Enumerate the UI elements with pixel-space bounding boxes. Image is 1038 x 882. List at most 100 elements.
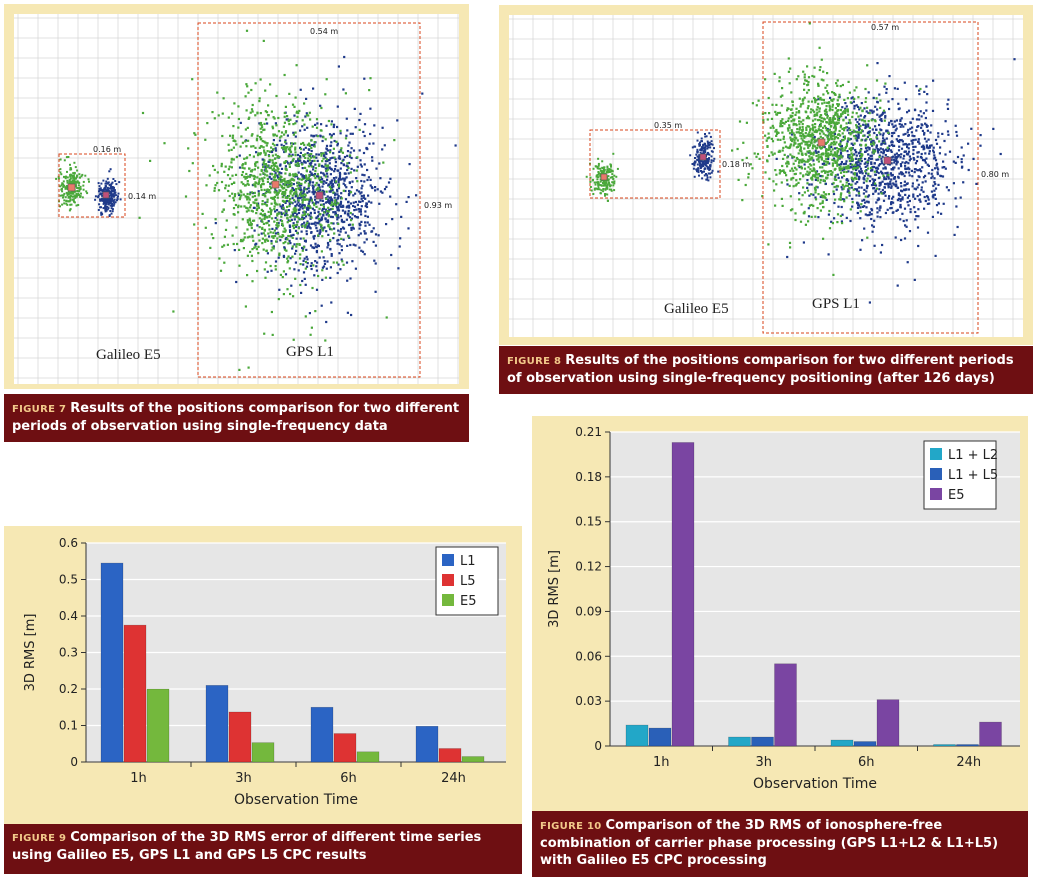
gps-navy-point [330,179,333,182]
gps-navy-point [351,180,354,183]
gps-green-point [803,88,806,91]
gps-green-point [273,199,276,202]
gps-navy-point [330,168,333,171]
gps-navy-point [858,126,861,129]
gps-navy-point [313,190,316,193]
galileo-green-point [606,166,609,169]
gps-green-point [272,167,276,170]
galileo-green-point [601,166,604,169]
gps-green-point [295,243,299,246]
gps-navy-outlier [390,253,393,257]
gps-navy-outlier [932,79,935,82]
gps-green-point [246,180,249,183]
galileo-green-point [80,175,83,178]
gps-navy-point [279,239,282,242]
gps-navy-point [907,166,910,169]
gps-green-outlier [260,218,263,221]
gps-navy-point [855,151,858,154]
galileo-navy-point [701,170,704,173]
gps-navy-point [857,161,860,164]
gps-green-point [787,70,790,73]
gps-green-point [231,134,235,137]
gps-green-point [313,155,316,158]
gps-green-point [782,137,785,141]
gps-navy-point [322,165,325,168]
gps-navy-point [834,175,837,178]
gps-green-point [850,152,853,155]
gps-green-point [251,248,254,251]
gps-green-point [761,195,764,198]
gps-green-outlier [792,185,795,188]
gps-green-point [825,150,828,153]
gps-navy-point [360,197,363,200]
gps-navy-point [345,176,348,179]
figure9-legend-swatch [442,574,454,586]
gps-navy-point [318,220,321,223]
figure7-scatter: 0.16 m 0.14 m 0.54 m 0.93 m Galileo E5 G… [14,14,459,384]
gps-navy-point [342,238,345,241]
gps-green-point [811,152,814,155]
gps-green-point [814,99,817,102]
gps-green-point [302,237,305,240]
gps-navy-point [352,201,355,204]
gps-navy-point [349,202,352,205]
gps-navy-point [897,149,901,152]
gps-green-point [238,248,241,251]
gps-green-point [286,217,289,220]
gps-green-point [281,193,284,196]
gps-green-point [250,224,253,227]
gps-green-point [224,184,227,187]
galileo-green-point [600,189,603,192]
gps-navy-point [912,149,915,152]
gps-green-point [845,196,848,199]
gps-navy-point [912,145,915,149]
galileo-green-point [74,195,77,198]
gps-navy-point [878,154,881,157]
gps-navy-point [870,213,873,216]
gps-navy-point [864,126,867,130]
gps-green-outlier [191,78,194,81]
gps-navy-point [331,189,334,192]
gps-navy-point [890,135,894,138]
gps-navy-point [321,266,324,269]
gps-navy-point [333,139,336,143]
gps-navy-point [913,187,916,190]
gps-green-point [269,207,272,210]
gps-navy-point [372,227,375,230]
galileo-navy-point [112,178,115,180]
gps-green-point [285,182,288,185]
gps-green-point [762,119,765,122]
gps-navy-point [331,186,334,189]
gps-green-point [827,193,830,196]
gps-navy-point [381,126,384,129]
gps-navy-point [927,198,930,201]
gps-navy-point [264,166,267,169]
gps-navy-point [336,193,339,196]
gps-navy-point [856,181,859,184]
gps-green-outlier [818,110,821,113]
gps-green-point [279,189,282,192]
gps-navy-point [903,237,907,240]
gps-green-point [232,207,236,210]
gps-navy-point [365,238,368,241]
gps-navy-point [896,160,899,163]
gps-navy-point [912,195,915,198]
galileo-green-point [67,200,70,203]
gps-navy-point [898,122,901,126]
gps-green-point [246,254,249,257]
gps-navy-point [827,213,830,216]
gps-green-point [276,155,279,158]
gps-navy-point [887,182,890,185]
galileo-green-point [595,175,598,178]
galileo-green-point [67,196,70,199]
gps-navy-outlier [337,65,340,68]
gps-green-point [299,263,302,266]
gps-navy-point [889,172,892,175]
gps-green-point [817,157,820,160]
galileo-green-point [602,188,605,190]
gps-green-point [280,175,283,178]
gps-navy-point [339,149,342,152]
gps-green-point [241,218,244,221]
gps-green-point [787,161,790,164]
gps-green-point [248,175,251,178]
